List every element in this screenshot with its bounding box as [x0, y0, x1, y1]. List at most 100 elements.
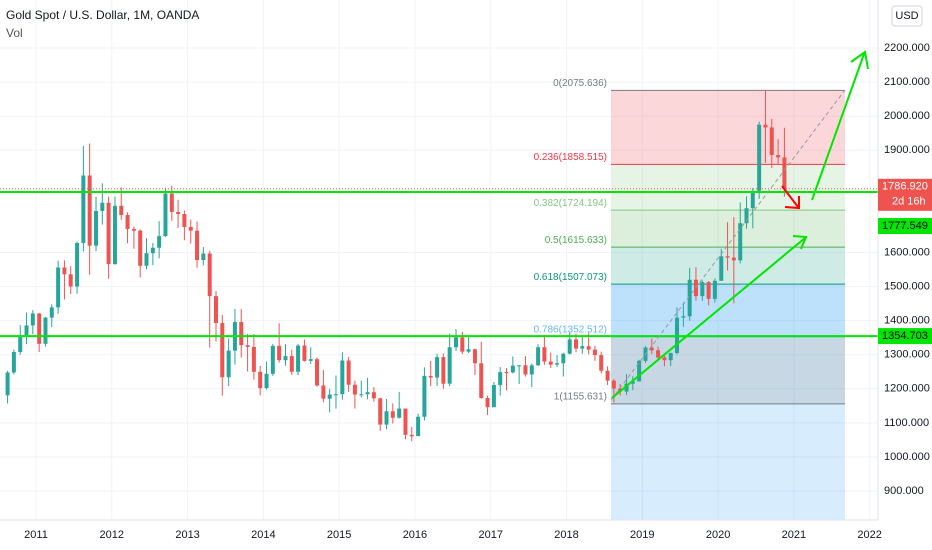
candle-body [75, 242, 80, 287]
candle-body [340, 360, 345, 395]
x-tick-label: 2017 [478, 529, 502, 541]
candle-body [176, 211, 181, 214]
candle-body [327, 394, 332, 399]
currency-button[interactable] [891, 5, 923, 27]
candle-body [144, 253, 149, 266]
candle-body [712, 280, 717, 299]
trend-line [610, 89, 846, 401]
candle-body [586, 346, 591, 350]
currency[interactable]: USD [895, 10, 918, 22]
x-tick-label: 2012 [100, 529, 124, 541]
candle-body [11, 352, 16, 373]
candle-body [220, 323, 225, 378]
candle-body [460, 337, 465, 352]
candle-body [441, 357, 446, 384]
candle-body [580, 346, 585, 349]
candle-body [687, 279, 692, 317]
y-tick-label: 900.000 [884, 485, 924, 497]
last-price: 1786.920 [882, 181, 928, 193]
x-tick-label: 2020 [706, 529, 730, 541]
overlays [0, 188, 878, 338]
fib-label: 0.382(1724.194) [534, 198, 607, 209]
candle-body [56, 267, 61, 308]
candle-body [371, 392, 376, 399]
candle-body [466, 349, 471, 352]
candle-body [725, 256, 730, 258]
candle-body [769, 127, 774, 156]
candle-body [359, 394, 364, 396]
candle-body [5, 372, 10, 396]
price-label: 1777.549 [882, 220, 928, 232]
candle-body [706, 282, 711, 299]
candle-body [738, 223, 743, 261]
candle-body [454, 337, 459, 348]
last-price-box [878, 178, 932, 211]
candle-body [668, 353, 673, 361]
candle-body [567, 339, 572, 354]
y-tick-label: 2100.000 [884, 76, 930, 88]
candle-body [523, 365, 528, 375]
candle-body [776, 155, 781, 158]
fib-zone [611, 90, 845, 165]
price-label: 1354.703 [882, 330, 928, 342]
candle-body [106, 202, 111, 265]
candle-body [352, 384, 357, 395]
candle-body [68, 274, 73, 287]
fib-label: 0.236(1858.515) [534, 152, 607, 163]
candle-body [605, 370, 610, 381]
countdown: 2d 16h [892, 196, 926, 208]
candle-body [195, 230, 200, 260]
candle-body [150, 247, 155, 254]
arrow-up [811, 50, 869, 201]
candle-body [157, 236, 162, 248]
date-range [611, 284, 845, 520]
y-tick-label: 2000.000 [884, 110, 930, 122]
candle-body [378, 398, 383, 425]
y-tick-label: 1100.000 [884, 417, 929, 429]
fib-label: 0.618(1507.073) [534, 272, 607, 283]
candle-body [321, 385, 326, 399]
candle-body [649, 347, 654, 351]
candle-body [43, 317, 48, 344]
candle-body [296, 345, 301, 372]
candle-body [611, 380, 616, 389]
candle-body [169, 193, 174, 212]
candle-body [289, 356, 294, 372]
candle-body [637, 360, 642, 382]
candle-body [757, 124, 762, 191]
candle-body [81, 175, 86, 243]
candle-body [662, 357, 667, 361]
candle-body [731, 257, 736, 261]
candle-body [270, 345, 275, 374]
candle-body [37, 313, 42, 344]
candles [5, 90, 787, 442]
candle-body [422, 375, 427, 417]
candle-body [30, 313, 35, 326]
price-label-box [878, 328, 932, 345]
axes: 900.000 1000.000 1100.000 1200.000 1300.000 1… [24, 42, 932, 541]
candle-body [517, 365, 522, 367]
candle-body [428, 375, 433, 378]
x-tick-label: 2021 [782, 529, 806, 541]
candle-body [592, 349, 597, 356]
candle-body [62, 267, 67, 275]
candle-body [131, 228, 136, 231]
candle-body [264, 373, 269, 389]
candle-body [239, 322, 244, 346]
fib-label: 0.786(1352.512) [534, 324, 607, 335]
candle-body [536, 347, 541, 366]
candle-body [163, 193, 168, 237]
candle-body [277, 345, 282, 361]
candle-body [782, 157, 787, 189]
candle-body [744, 208, 749, 224]
candle-body [24, 325, 29, 336]
price-axis [878, 0, 932, 550]
x-tick-label: 2022 [857, 529, 881, 541]
fib-label: 1(1155.631) [554, 392, 607, 403]
candle-body [529, 365, 534, 375]
x-tick-label: 2019 [630, 529, 654, 541]
candle-body [491, 385, 496, 408]
y-tick-label: 1600.000 [884, 246, 930, 258]
